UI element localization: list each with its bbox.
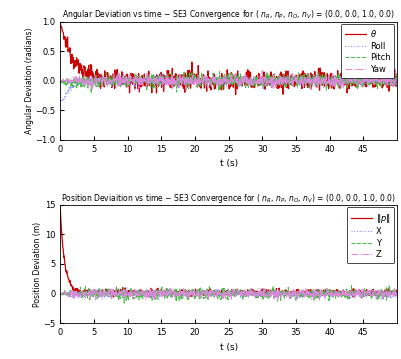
Yaw	[194, 77, 199, 81]
Z	[317, 298, 322, 302]
Y	[289, 295, 294, 299]
$\theta$	[194, 72, 198, 76]
Roll	[321, 81, 326, 86]
Yaw	[136, 89, 141, 93]
Line: Y: Y	[60, 285, 397, 303]
$\theta$	[394, 72, 399, 76]
Pitch	[89, 90, 93, 95]
Roll	[327, 80, 332, 84]
Line: Yaw: Yaw	[60, 71, 397, 91]
$\theta$	[326, 81, 331, 85]
Z	[321, 292, 326, 297]
Title: Position Deviaition vs time $-$ SE3 Convergence for ( $n_R$, $n_P$, $n_O$, $n_V$: Position Deviaition vs time $-$ SE3 Conv…	[61, 192, 396, 205]
Yaw	[321, 80, 326, 84]
Z	[92, 289, 97, 294]
X-axis label: t (s): t (s)	[219, 342, 238, 351]
Z	[168, 286, 172, 290]
Legend: $\|p\|$, X, Y, Z: $\|p\|$, X, Y, Z	[346, 208, 395, 263]
$\|p\|$	[194, 290, 198, 294]
Pitch	[394, 71, 399, 76]
$\|p\|$	[206, 288, 211, 293]
$\theta$	[206, 80, 211, 84]
X	[326, 293, 331, 297]
Z	[206, 292, 211, 296]
Y-axis label: Angular Deviation (radians): Angular Deviation (radians)	[25, 27, 34, 134]
Y	[387, 283, 392, 288]
$\|p\|$	[92, 288, 97, 292]
Line: Z: Z	[60, 288, 397, 300]
$\theta$	[289, 80, 294, 85]
Roll	[394, 74, 399, 78]
Pitch	[207, 76, 211, 81]
X	[194, 293, 199, 297]
Pitch	[327, 79, 332, 83]
$\theta$	[320, 74, 325, 78]
X	[58, 292, 63, 296]
Legend: $\theta$, Roll, Pitch, Yaw: $\theta$, Roll, Pitch, Yaw	[340, 24, 395, 78]
Roll	[93, 80, 97, 84]
Y	[122, 301, 127, 305]
X	[320, 292, 325, 296]
Z	[394, 293, 399, 297]
Roll	[207, 81, 211, 85]
Y-axis label: Position Deviation (m): Position Deviation (m)	[32, 222, 42, 307]
Yaw	[327, 78, 332, 83]
$\|p\|$	[58, 206, 63, 210]
Pitch	[290, 84, 294, 89]
Y	[320, 290, 325, 294]
$\theta$	[233, 93, 238, 97]
$\|p\|$	[326, 290, 331, 294]
Y	[58, 292, 63, 296]
Roll	[158, 71, 163, 75]
Yaw	[260, 69, 265, 73]
Z	[327, 292, 332, 297]
Yaw	[290, 81, 294, 85]
X	[92, 292, 97, 296]
Line: Roll: Roll	[60, 73, 397, 102]
$\theta$	[92, 74, 97, 79]
Y	[394, 290, 399, 294]
X	[289, 290, 294, 294]
Line: X: X	[60, 288, 397, 300]
Pitch	[194, 84, 199, 89]
Line: Pitch: Pitch	[60, 71, 397, 93]
Y	[194, 293, 199, 297]
Line: $\|p\|$: $\|p\|$	[60, 208, 397, 298]
Title: Angular Deviation vs time $-$ SE3 Convergence for ( $n_R$, $n_P$, $n_O$, $n_V$) : Angular Deviation vs time $-$ SE3 Conver…	[62, 8, 395, 22]
X	[394, 291, 399, 295]
Y	[206, 289, 211, 294]
X	[206, 291, 211, 295]
Y	[92, 289, 97, 293]
Pitch	[58, 80, 63, 85]
X	[124, 285, 129, 290]
$\|p\|$	[320, 289, 325, 293]
Pitch	[321, 83, 326, 87]
Z	[194, 294, 199, 299]
Roll	[290, 81, 294, 86]
Roll	[58, 79, 63, 83]
$\theta$	[58, 20, 63, 25]
Yaw	[92, 78, 97, 82]
Z	[289, 293, 294, 297]
Z	[58, 292, 63, 296]
Yaw	[58, 79, 63, 83]
$\|p\|$	[394, 288, 399, 293]
Roll	[194, 79, 199, 83]
$\|p\|$	[289, 289, 294, 293]
X	[379, 298, 384, 302]
X-axis label: t (s): t (s)	[219, 159, 238, 168]
Y	[326, 298, 331, 303]
Line: $\theta$: $\theta$	[60, 23, 397, 95]
Yaw	[206, 77, 211, 81]
Pitch	[104, 69, 109, 74]
Pitch	[93, 76, 97, 80]
Yaw	[394, 76, 399, 80]
Roll	[60, 99, 65, 104]
$\|p\|$	[255, 295, 259, 300]
